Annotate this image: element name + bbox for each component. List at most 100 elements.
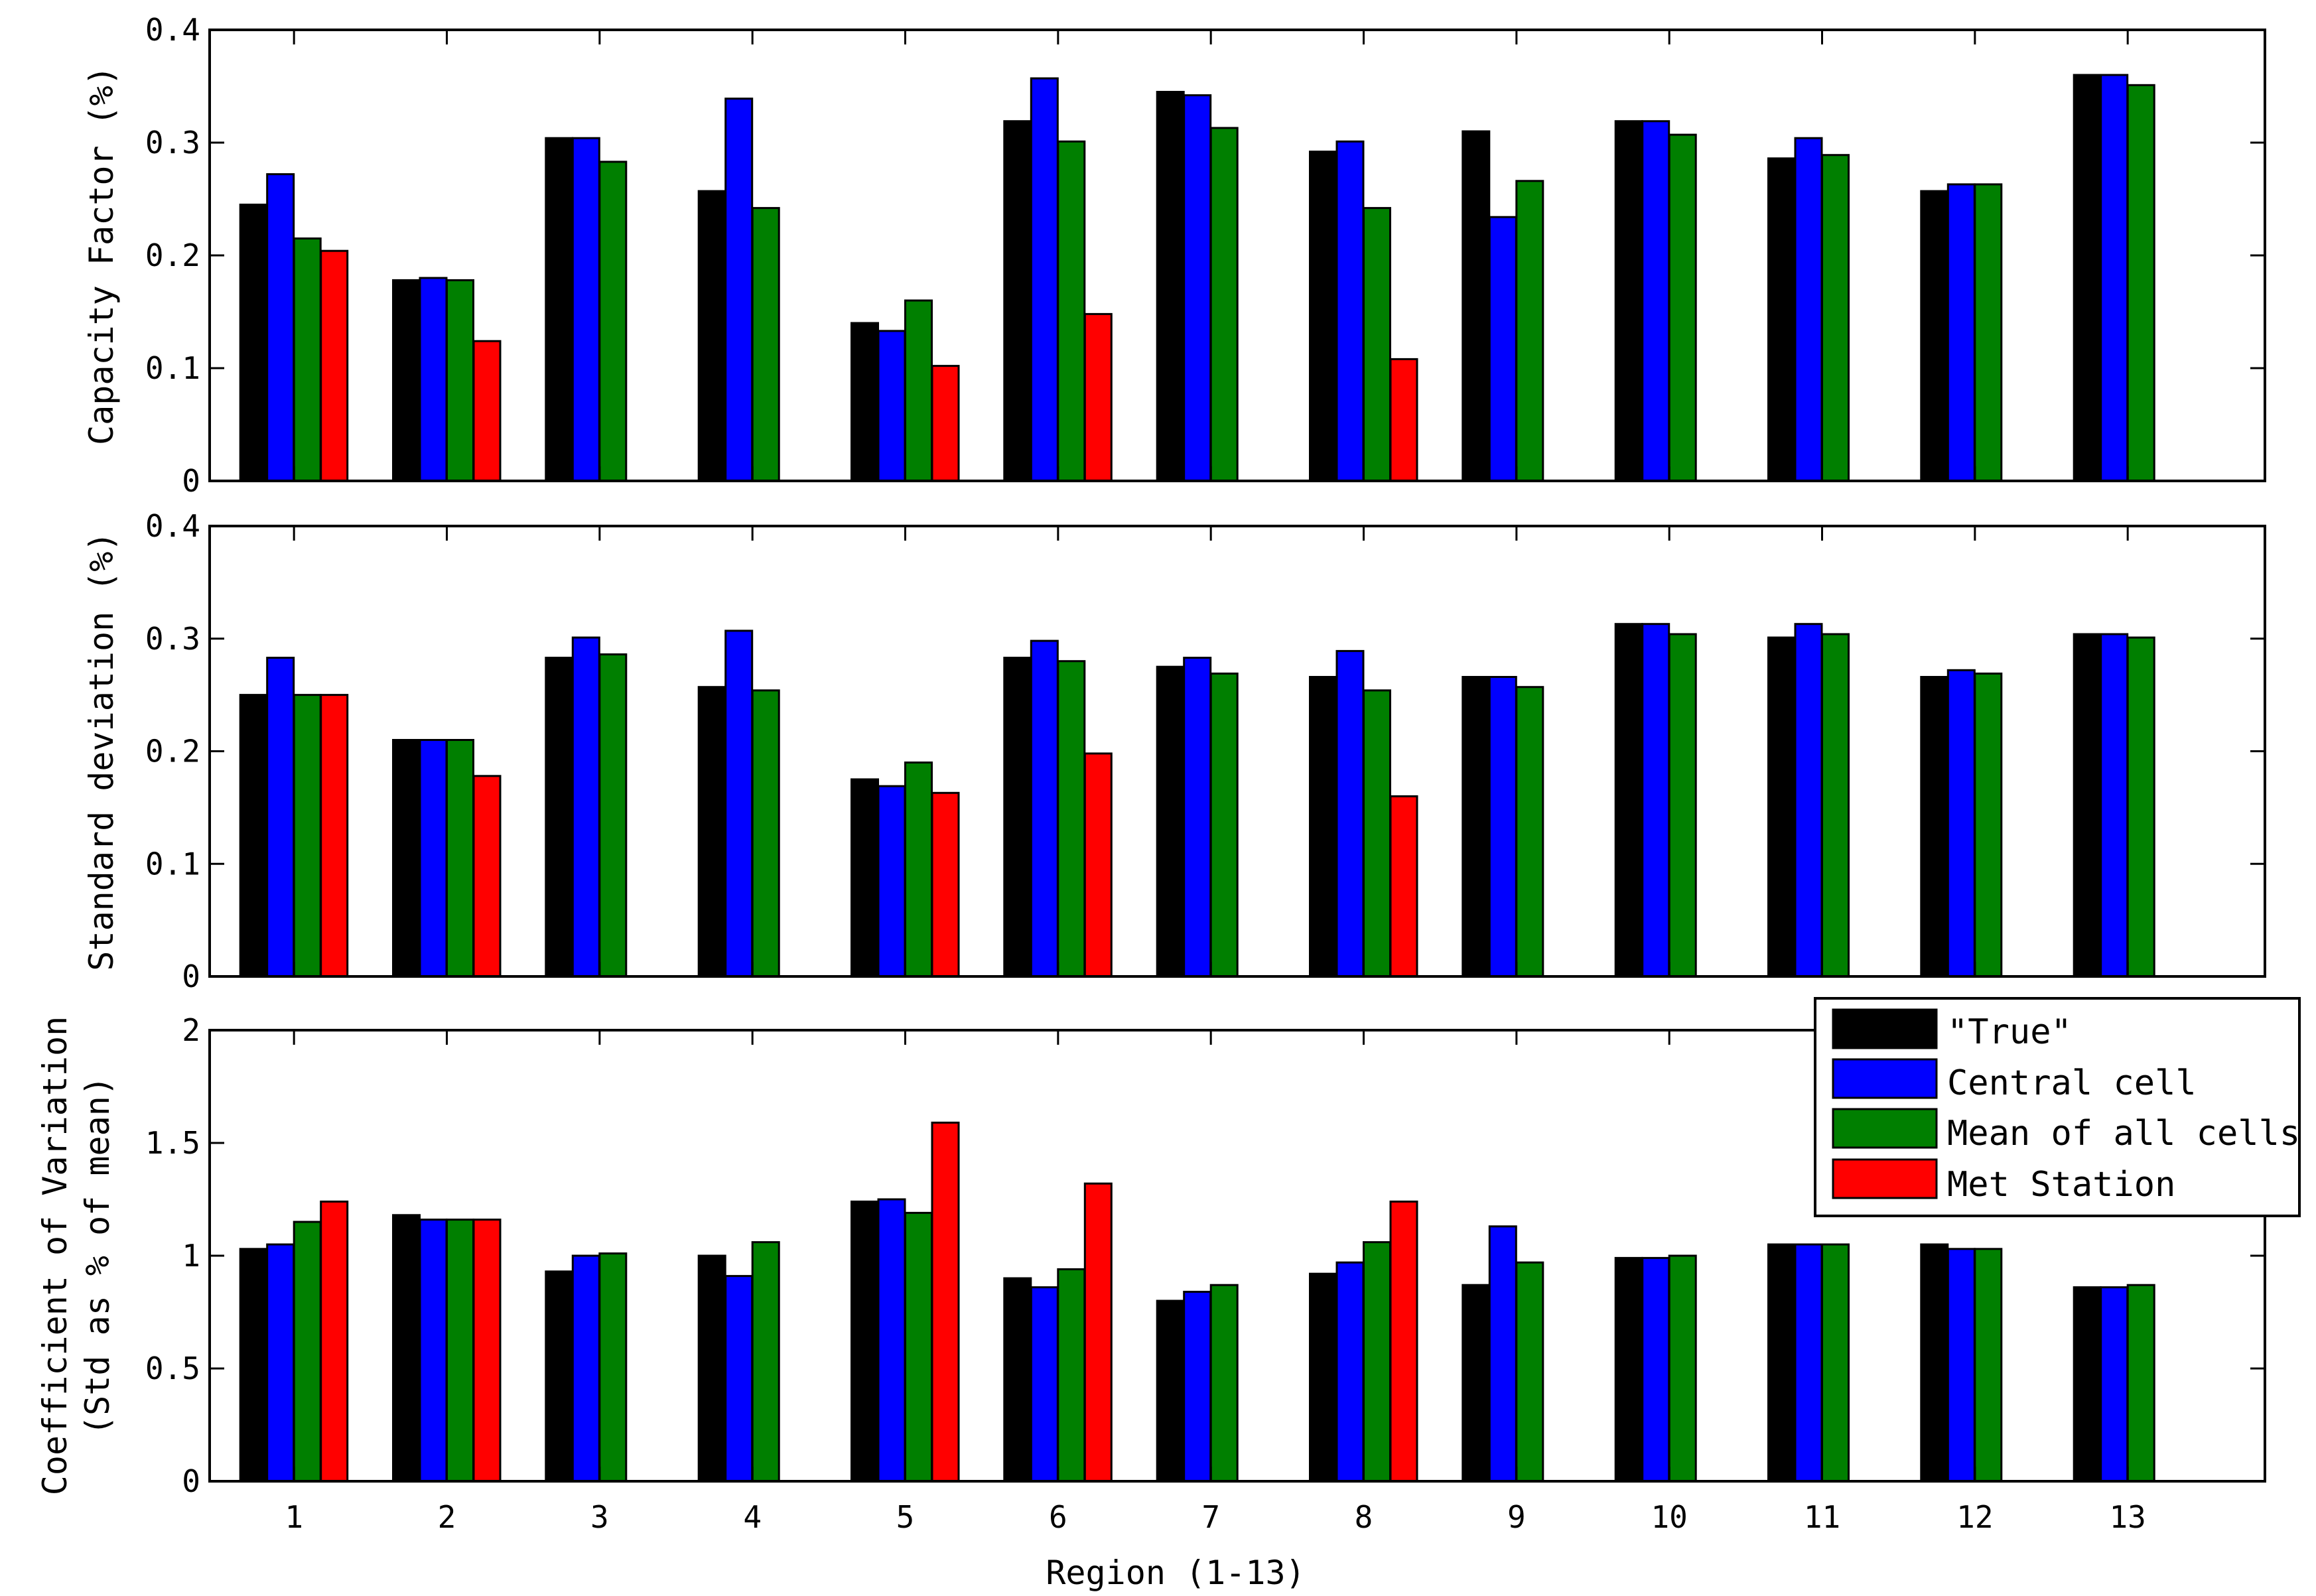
bars bbox=[239, 74, 2155, 482]
bar-mean-of-all-cells-region-8 bbox=[1363, 689, 1391, 978]
bar-mean-of-all-cells-region-12 bbox=[1974, 183, 2003, 482]
bar-mean-of-all-cells-region-6 bbox=[1057, 660, 1086, 978]
y-tick-label: 0.4 bbox=[145, 12, 200, 48]
bar-central-cell-region-10 bbox=[1641, 623, 1670, 978]
x-tick-label-region-1: 1 bbox=[285, 1499, 303, 1535]
y-axis-label: Capacity Factor (%) bbox=[82, 66, 121, 445]
bar-true-region-6 bbox=[1003, 1277, 1032, 1483]
x-tick-label-region-5: 5 bbox=[896, 1499, 915, 1535]
bar-true-region-9 bbox=[1462, 1284, 1491, 1483]
y-tick-label: 0 bbox=[182, 463, 200, 499]
bar-central-cell-region-4 bbox=[724, 98, 754, 482]
bar-mean-of-all-cells-region-10 bbox=[1668, 1254, 1697, 1483]
y-tick-label: 0.1 bbox=[145, 350, 200, 386]
y-axis-label-line-1: Coefficient of Variation bbox=[36, 1016, 74, 1495]
x-tick-label-region-4: 4 bbox=[743, 1499, 762, 1535]
y-tick-label: 0.3 bbox=[145, 621, 200, 657]
bar-met-station-region-2 bbox=[472, 340, 502, 482]
bar-central-cell-region-9 bbox=[1488, 216, 1517, 482]
bar-central-cell-region-12 bbox=[1946, 183, 1976, 482]
bar-true-region-1 bbox=[239, 694, 268, 978]
bar-true-region-2 bbox=[392, 279, 421, 482]
bar-central-cell-region-8 bbox=[1335, 140, 1365, 482]
x-tick-labels: 1 2 3 4 5 6 7 8 9 10 11 12 13 bbox=[285, 1499, 2146, 1535]
bar-true-region-2 bbox=[392, 1214, 421, 1483]
y-tick-label: 1.5 bbox=[145, 1125, 200, 1161]
bar-central-cell-region-13 bbox=[2100, 74, 2129, 482]
bar-true-region-3 bbox=[545, 1270, 574, 1483]
bar-true-region-5 bbox=[851, 1200, 879, 1483]
y-tick-label: 0 bbox=[182, 1463, 200, 1499]
bar-met-station-region-1 bbox=[320, 1200, 349, 1483]
y-tick-label: 0.1 bbox=[145, 846, 200, 882]
bar-mean-of-all-cells-region-1 bbox=[293, 1221, 322, 1483]
bar-mean-of-all-cells-region-6 bbox=[1057, 140, 1086, 482]
y-tick-label: 0.2 bbox=[145, 237, 200, 273]
y-tick-label: 0.3 bbox=[145, 125, 200, 161]
bar-mean-of-all-cells-region-6 bbox=[1057, 1268, 1086, 1483]
y-ticks: 0 0.1 0.2 0.3 0.4 bbox=[145, 508, 2265, 994]
bar-met-station-region-8 bbox=[1389, 358, 1418, 482]
bar-mean-of-all-cells-region-13 bbox=[2126, 1284, 2155, 1483]
x-tick-label-region-3: 3 bbox=[590, 1499, 609, 1535]
bar-mean-of-all-cells-region-11 bbox=[1821, 154, 1850, 482]
bar-central-cell-region-12 bbox=[1946, 669, 1976, 978]
bar-mean-of-all-cells-region-4 bbox=[751, 207, 780, 482]
panel-capacity-factor: 0 0.1 0.2 0.3 0.4 Capacity Factor (%) bbox=[82, 12, 2266, 499]
bar-mean-of-all-cells-region-8 bbox=[1363, 207, 1391, 482]
bar-central-cell-region-5 bbox=[877, 330, 906, 482]
bar-mean-of-all-cells-region-13 bbox=[2126, 636, 2155, 978]
bar-mean-of-all-cells-region-3 bbox=[598, 1252, 628, 1483]
bar-true-region-12 bbox=[1920, 190, 1949, 482]
bar-true-region-8 bbox=[1309, 151, 1337, 482]
bar-true-region-7 bbox=[1156, 665, 1185, 978]
bar-true-region-10 bbox=[1614, 1256, 1643, 1483]
bar-central-cell-region-6 bbox=[1030, 77, 1059, 482]
y-ticks: 0 0.1 0.2 0.3 0.4 bbox=[145, 12, 2265, 499]
y-tick-label: 2 bbox=[182, 1012, 200, 1048]
bar-true-region-2 bbox=[392, 739, 421, 978]
bar-true-region-8 bbox=[1309, 676, 1337, 978]
bar-central-cell-region-7 bbox=[1183, 657, 1212, 978]
bar-central-cell-region-8 bbox=[1335, 1261, 1365, 1483]
bar-mean-of-all-cells-region-4 bbox=[751, 1241, 780, 1483]
bar-mean-of-all-cells-region-7 bbox=[1209, 127, 1239, 482]
bar-mean-of-all-cells-region-11 bbox=[1821, 1243, 1850, 1483]
x-tick-label-region-11: 11 bbox=[1804, 1499, 1840, 1535]
bar-central-cell-region-6 bbox=[1030, 639, 1059, 978]
bar-mean-of-all-cells-region-5 bbox=[904, 299, 933, 482]
bar-met-station-region-8 bbox=[1389, 795, 1418, 978]
bar-central-cell-region-2 bbox=[419, 1219, 448, 1483]
bar-central-cell-region-8 bbox=[1335, 649, 1365, 978]
bar-central-cell-region-6 bbox=[1030, 1286, 1059, 1483]
legend-label-met-station: Met Station bbox=[1947, 1165, 2175, 1205]
bar-true-region-4 bbox=[697, 190, 726, 482]
bar-central-cell-region-4 bbox=[724, 1275, 754, 1483]
x-axis-label: Region (1-13) bbox=[1046, 1554, 1305, 1592]
bar-met-station-region-5 bbox=[931, 1121, 960, 1483]
bar-central-cell-region-7 bbox=[1183, 1290, 1212, 1483]
bar-true-region-11 bbox=[1767, 1243, 1796, 1483]
bar-mean-of-all-cells-region-7 bbox=[1209, 672, 1239, 978]
bar-central-cell-region-11 bbox=[1794, 623, 1823, 978]
bar-mean-of-all-cells-region-3 bbox=[598, 161, 628, 482]
bar-central-cell-region-1 bbox=[266, 657, 295, 978]
bar-true-region-5 bbox=[851, 778, 879, 978]
legend-swatch-mean-of-all-cells bbox=[1832, 1108, 1938, 1149]
x-tick-label-region-8: 8 bbox=[1355, 1499, 1373, 1535]
y-axis-label-line-2: (Std as % of mean) bbox=[78, 1076, 117, 1435]
bar-met-station-region-5 bbox=[931, 791, 960, 978]
bar-central-cell-region-5 bbox=[877, 785, 906, 978]
bar-central-cell-region-3 bbox=[571, 1254, 600, 1483]
bar-true-region-8 bbox=[1309, 1272, 1337, 1483]
bar-central-cell-region-1 bbox=[266, 173, 295, 482]
bar-true-region-10 bbox=[1614, 623, 1643, 978]
bar-true-region-11 bbox=[1767, 636, 1796, 978]
bar-true-region-6 bbox=[1003, 120, 1032, 482]
bar-true-region-9 bbox=[1462, 676, 1491, 978]
bar-mean-of-all-cells-region-12 bbox=[1974, 672, 2003, 978]
bar-mean-of-all-cells-region-13 bbox=[2126, 84, 2155, 482]
bar-true-region-9 bbox=[1462, 130, 1491, 482]
bar-true-region-12 bbox=[1920, 676, 1949, 978]
